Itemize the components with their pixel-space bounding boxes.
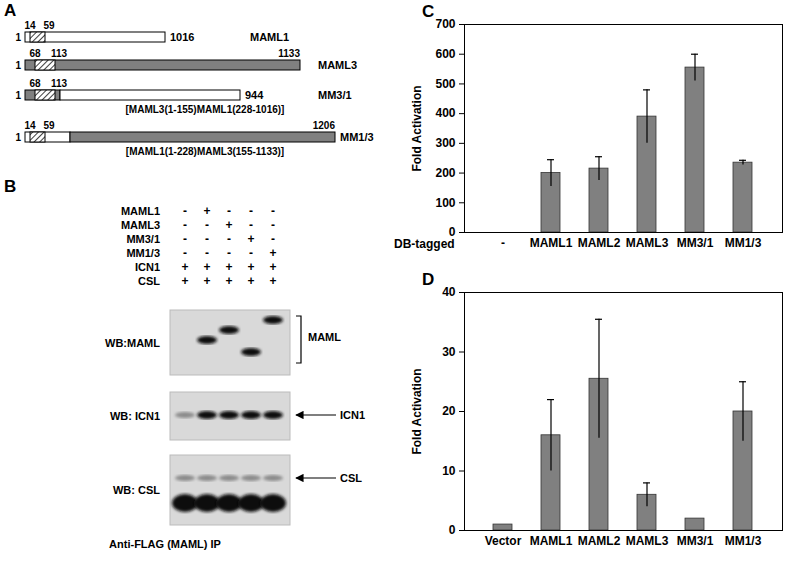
svg-text:1: 1 [15,32,21,43]
svg-text:MM3/1: MM3/1 [126,233,160,245]
svg-text:0: 0 [449,523,456,537]
svg-text:A: A [4,1,16,20]
svg-text:Anti-FLAG (MAML) IP: Anti-FLAG (MAML) IP [109,538,221,550]
svg-text:-: - [249,246,253,260]
svg-text:MM3/1: MM3/1 [677,534,714,548]
svg-text:MAML1: MAML1 [530,534,573,548]
svg-text:B: B [4,177,16,196]
svg-text:+: + [203,274,210,288]
svg-text:-: - [271,204,275,218]
svg-text:-: - [249,218,253,232]
svg-text:MAML3: MAML3 [626,534,669,548]
svg-text:CSL: CSL [138,275,160,287]
svg-text:14: 14 [24,20,36,31]
svg-text:40: 40 [442,285,456,299]
html-text:C: C [422,2,435,21]
svg-text:+: + [181,260,188,274]
svg-text:MAML: MAML [308,331,341,343]
svg-text:-: - [271,232,275,246]
svg-text:20: 20 [442,404,456,418]
svg-text:ICN1: ICN1 [340,409,365,421]
svg-text:1: 1 [15,60,21,71]
svg-text:-: - [205,218,209,232]
svg-text:-: - [227,246,231,260]
svg-text:+: + [269,246,276,260]
svg-text:+: + [203,260,210,274]
html-text:DB-tagged: DB-tagged [394,237,455,251]
svg-text:100: 100 [435,196,455,210]
svg-text:MAML1: MAML1 [250,31,289,43]
svg-text:-: - [183,218,187,232]
svg-text:MAML2: MAML2 [578,534,621,548]
svg-text:+: + [181,274,188,288]
svg-text:400: 400 [435,106,455,120]
svg-text:1133: 1133 [278,48,300,59]
svg-text:113: 113 [51,48,68,59]
svg-text:MAML1: MAML1 [530,236,573,250]
svg-text:MAML3: MAML3 [121,219,160,231]
svg-text:+: + [247,232,254,246]
svg-text:944: 944 [245,89,264,101]
svg-text:+: + [247,274,254,288]
svg-text:+: + [225,274,232,288]
svg-text:MM3/1: MM3/1 [318,89,352,101]
svg-text:WB:MAML: WB:MAML [105,337,160,349]
svg-text:+: + [225,218,232,232]
svg-text:500: 500 [435,77,455,91]
svg-text:Fold Activation: Fold Activation [410,368,424,454]
svg-text:68: 68 [29,48,41,59]
svg-text:-: - [183,232,187,246]
svg-text:+: + [203,204,210,218]
svg-text:30: 30 [442,345,456,359]
svg-text:1: 1 [15,90,21,101]
svg-text:113: 113 [51,78,68,89]
svg-text:Fold Activation: Fold Activation [410,85,424,171]
svg-text:+: + [269,274,276,288]
svg-text:Vector: Vector [485,534,522,548]
svg-text:[MAML3(1-155)MAML1(228-1016)]: [MAML3(1-155)MAML1(228-1016)] [126,104,285,115]
svg-text:10: 10 [442,464,456,478]
svg-text:1206: 1206 [313,120,336,131]
svg-text:200: 200 [435,166,455,180]
svg-text:0: 0 [448,225,456,240]
svg-text:-: - [205,232,209,246]
svg-text:-: - [205,246,209,260]
svg-text:-: - [227,232,231,246]
svg-text:-: - [501,236,505,250]
svg-text:WB: CSL: WB: CSL [113,484,160,496]
svg-text:ICN1: ICN1 [135,261,160,273]
svg-text:MM1/3: MM1/3 [725,534,762,548]
svg-text:-: - [227,204,231,218]
svg-text:+: + [225,260,232,274]
svg-text:-: - [271,218,275,232]
svg-text:MAML2: MAML2 [578,236,621,250]
svg-text:-: - [183,204,187,218]
svg-text:MAML3: MAML3 [318,59,357,71]
svg-text:+: + [269,260,276,274]
svg-text:1: 1 [15,132,21,143]
svg-text:59: 59 [43,20,55,31]
svg-text:-: - [249,204,253,218]
svg-text:MAML3: MAML3 [626,236,669,250]
svg-text:+: + [247,260,254,274]
svg-text:600: 600 [435,47,455,61]
svg-text:MM1/3: MM1/3 [725,236,762,250]
svg-text:-: - [183,246,187,260]
svg-text:MM1/3: MM1/3 [340,131,374,143]
svg-text:WB: ICN1: WB: ICN1 [110,410,160,422]
html-text:D: D [422,270,435,289]
svg-text:700: 700 [435,17,455,31]
svg-text:[MAML1(1-228)MAML3(155-1133)]: [MAML1(1-228)MAML3(155-1133)] [126,146,284,157]
svg-text:MAML1: MAML1 [121,205,160,217]
svg-text:MM1/3: MM1/3 [126,247,160,259]
svg-text:CSL: CSL [340,472,362,484]
svg-text:MM3/1: MM3/1 [677,236,714,250]
svg-text:1016: 1016 [170,31,194,43]
svg-text:68: 68 [29,78,41,89]
svg-text:59: 59 [43,120,55,131]
svg-text:14: 14 [24,120,36,131]
svg-text:300: 300 [435,136,455,150]
